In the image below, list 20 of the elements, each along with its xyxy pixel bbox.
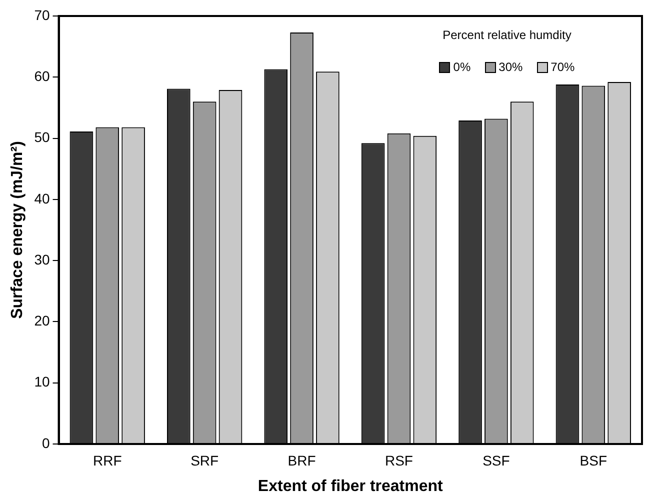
x-axis-title: Extent of fiber treatment [258, 478, 444, 495]
legend-label: 70% [550, 60, 575, 74]
legend-title: Percent relative humdity [442, 28, 572, 42]
y-tick-label: 50 [34, 129, 50, 146]
x-tick-label: SRF [190, 452, 219, 468]
x-tick-label: RRF [92, 452, 122, 468]
x-tick-label: SSF [482, 452, 510, 468]
y-tick-label: 10 [34, 374, 50, 390]
y-tick-label: 40 [34, 190, 50, 206]
x-tick-label: RSF [384, 452, 413, 468]
y-tick-label: 30 [34, 251, 50, 268]
x-tick-label: BRF [288, 452, 316, 468]
y-tick-label: 70 [34, 6, 50, 23]
y-tick-label: 60 [34, 68, 50, 84]
x-tick-label: BSF [580, 452, 608, 468]
y-axis-title: Surface energy (mJ/m²) [9, 141, 26, 319]
y-tick-label: 20 [34, 312, 50, 329]
y-tick-label: 0 [42, 434, 50, 451]
legend-label: 0% [453, 60, 471, 74]
legend-label: 30% [498, 60, 523, 74]
